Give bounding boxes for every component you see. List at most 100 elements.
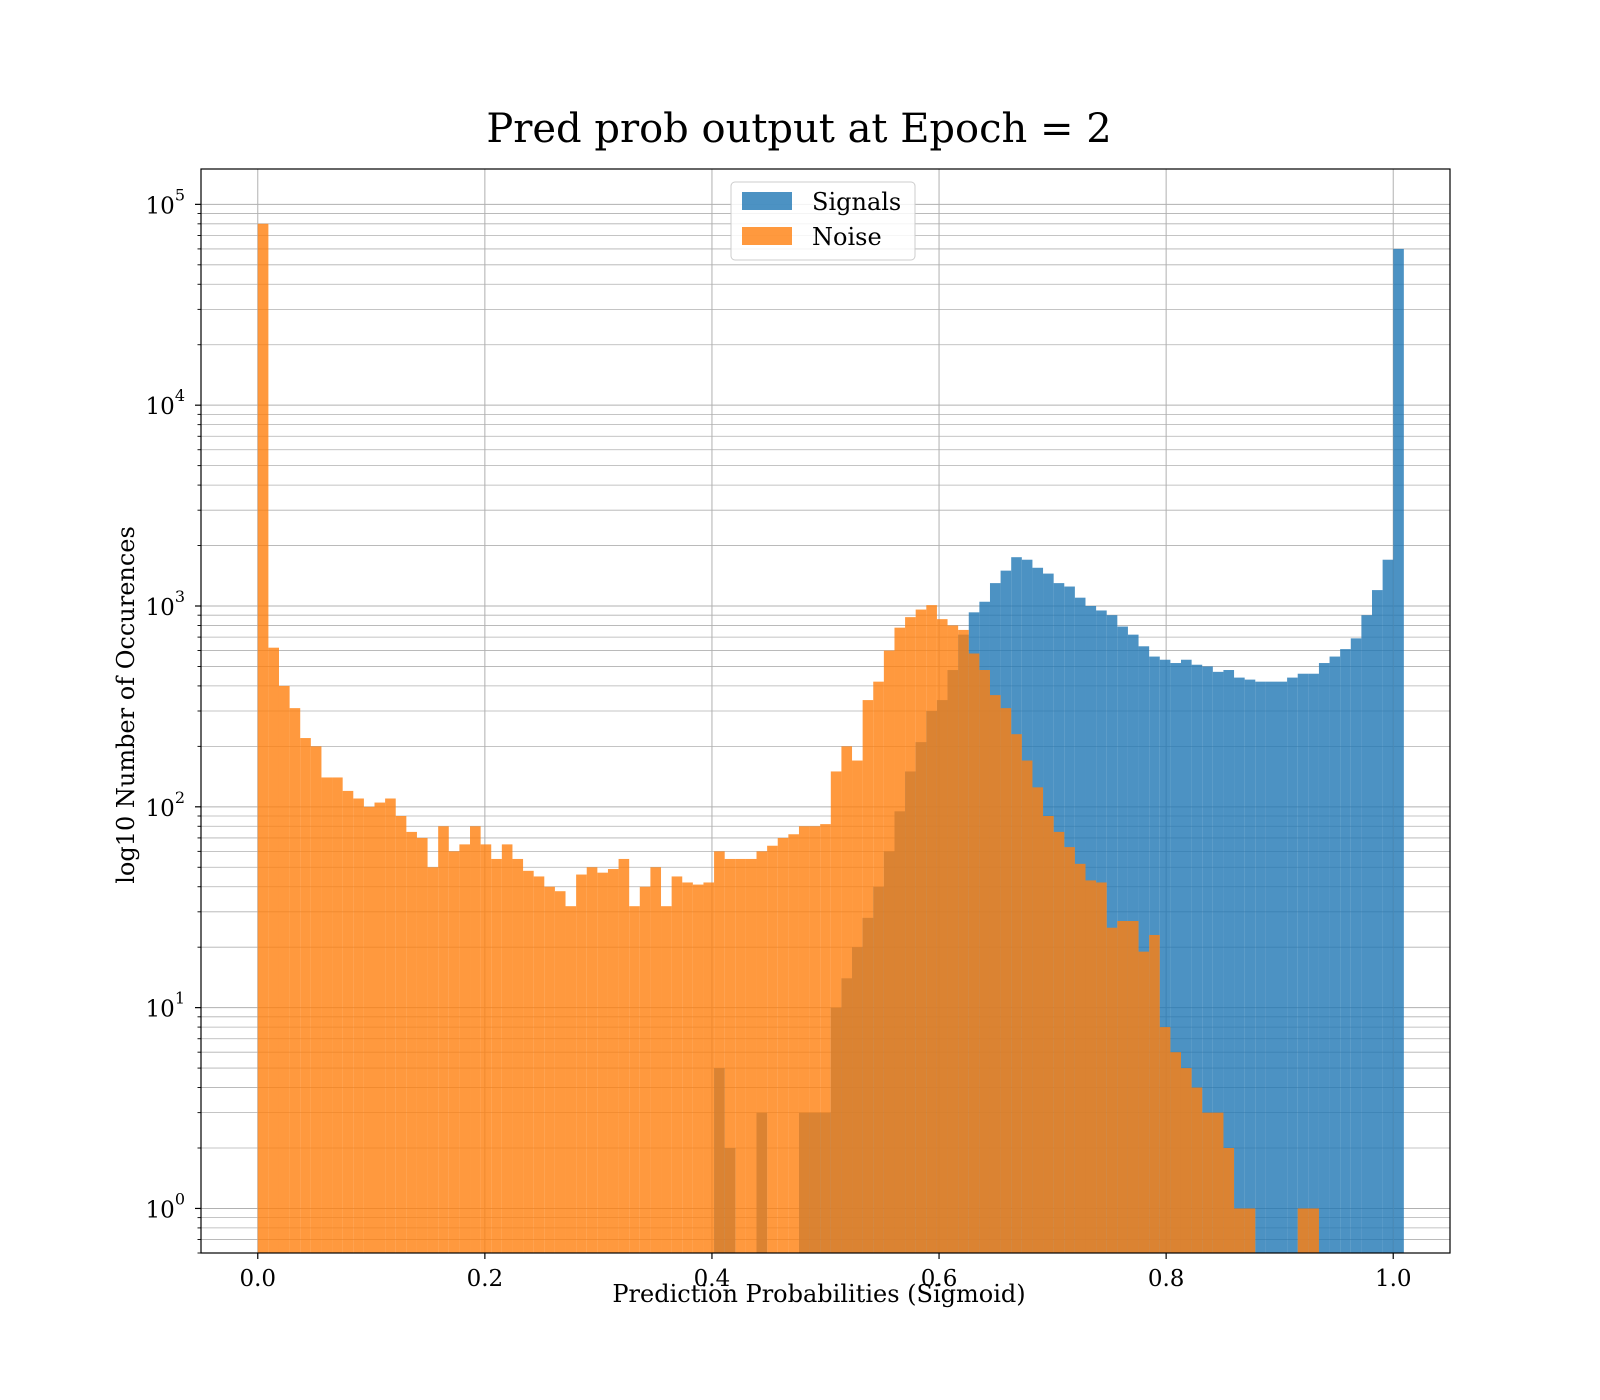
bar-noise [523, 870, 534, 1253]
bar-noise [968, 653, 980, 1253]
bar-noise [554, 891, 566, 1253]
y-tick-label: 105 [146, 185, 185, 219]
bar-noise [1074, 863, 1086, 1253]
bar-noise [310, 746, 322, 1253]
bar-noise [798, 826, 810, 1253]
bar-noise [767, 845, 778, 1253]
bar-noise [809, 826, 821, 1253]
bar-signals [1244, 679, 1256, 1253]
bar-noise [257, 223, 269, 1254]
bar-noise [385, 798, 396, 1253]
bar-noise [745, 858, 757, 1253]
bar-signals [1297, 673, 1309, 1253]
bar-noise [820, 824, 831, 1253]
bar-noise [1223, 1147, 1235, 1253]
y-tick-label: 100 [146, 1189, 185, 1223]
bar-noise [852, 760, 863, 1253]
bar-noise [1021, 760, 1033, 1253]
legend: Signals Noise [730, 181, 916, 261]
bar-noise [724, 858, 736, 1253]
bar-noise [374, 802, 386, 1253]
bar-noise [427, 867, 439, 1253]
bar-noise [830, 771, 842, 1253]
bar-noise [703, 882, 715, 1253]
bar-signals [1361, 615, 1373, 1253]
bar-noise [1043, 816, 1054, 1253]
bar-noise [1212, 1112, 1224, 1253]
histogram-bars [257, 223, 1404, 1254]
bar-noise [289, 708, 301, 1253]
bar-noise [533, 876, 545, 1253]
bar-noise [873, 681, 884, 1253]
bar-noise [1234, 1208, 1245, 1253]
bar-noise [459, 844, 471, 1253]
bar-noise [629, 906, 640, 1253]
legend-label-noise: Noise [812, 223, 882, 251]
bar-noise [1191, 1087, 1203, 1253]
bar-noise [1180, 1068, 1192, 1253]
bar-noise [650, 867, 662, 1253]
bar-noise [1308, 1208, 1319, 1253]
bar-signals [1159, 659, 1171, 1253]
bar-signals [1318, 663, 1330, 1253]
bar-noise [501, 844, 513, 1253]
bar-noise [406, 831, 417, 1253]
chart-title: Pred prob output at Epoch = 2 [486, 106, 1111, 152]
bar-noise [862, 700, 874, 1253]
bar-noise [639, 886, 651, 1253]
bar-noise [1127, 921, 1139, 1253]
bar-noise [1149, 934, 1160, 1253]
bar-noise [915, 609, 927, 1253]
bar-noise [1117, 921, 1128, 1253]
x-tick-label: 0.6 [921, 1266, 958, 1292]
bar-noise [756, 851, 768, 1253]
bar-noise [1011, 734, 1022, 1253]
legend-swatch-signals [742, 192, 792, 210]
bar-signals [1329, 656, 1341, 1253]
bar-noise [448, 851, 460, 1253]
bar-noise [332, 777, 343, 1253]
bar-signals [1276, 681, 1288, 1253]
bar-signals [1308, 673, 1319, 1253]
bar-noise [682, 882, 693, 1253]
bar-noise [438, 826, 449, 1253]
y-tick-label: 102 [146, 788, 185, 822]
bar-signals [1393, 248, 1404, 1253]
bar-noise [1085, 880, 1097, 1253]
bar-signals [1138, 646, 1150, 1253]
bar-signals [1212, 671, 1224, 1253]
bar-signals [1382, 559, 1394, 1253]
bar-signals [1350, 638, 1362, 1253]
bar-signals [1340, 649, 1351, 1253]
bar-noise [958, 629, 969, 1253]
bar-noise [1138, 951, 1150, 1253]
bar-noise [512, 858, 524, 1253]
x-tick-label: 0.4 [694, 1266, 731, 1292]
bar-noise [480, 844, 492, 1253]
bar-noise [278, 685, 290, 1253]
bar-noise [491, 858, 502, 1253]
bar-signals [1265, 681, 1277, 1253]
bar-signals [1223, 670, 1235, 1253]
bar-noise [416, 837, 428, 1253]
bar-noise [661, 906, 672, 1253]
bar-noise [883, 650, 895, 1253]
bar-noise [470, 826, 481, 1253]
bar-noise [1244, 1208, 1256, 1253]
legend-swatch-noise [742, 227, 792, 245]
bar-noise [586, 867, 598, 1253]
bar-noise [300, 738, 311, 1253]
bar-noise [692, 884, 704, 1253]
bar-noise [788, 834, 799, 1253]
bar-noise [1064, 847, 1075, 1253]
bar-signals [1170, 663, 1181, 1253]
bar-noise [926, 605, 937, 1253]
bar-noise [597, 872, 608, 1253]
bar-noise [714, 851, 725, 1253]
bar-signals [1191, 664, 1203, 1253]
bar-noise [607, 869, 619, 1253]
legend-label-signals: Signals [812, 188, 901, 216]
bar-signals [1287, 677, 1298, 1253]
bar-noise [936, 619, 948, 1253]
